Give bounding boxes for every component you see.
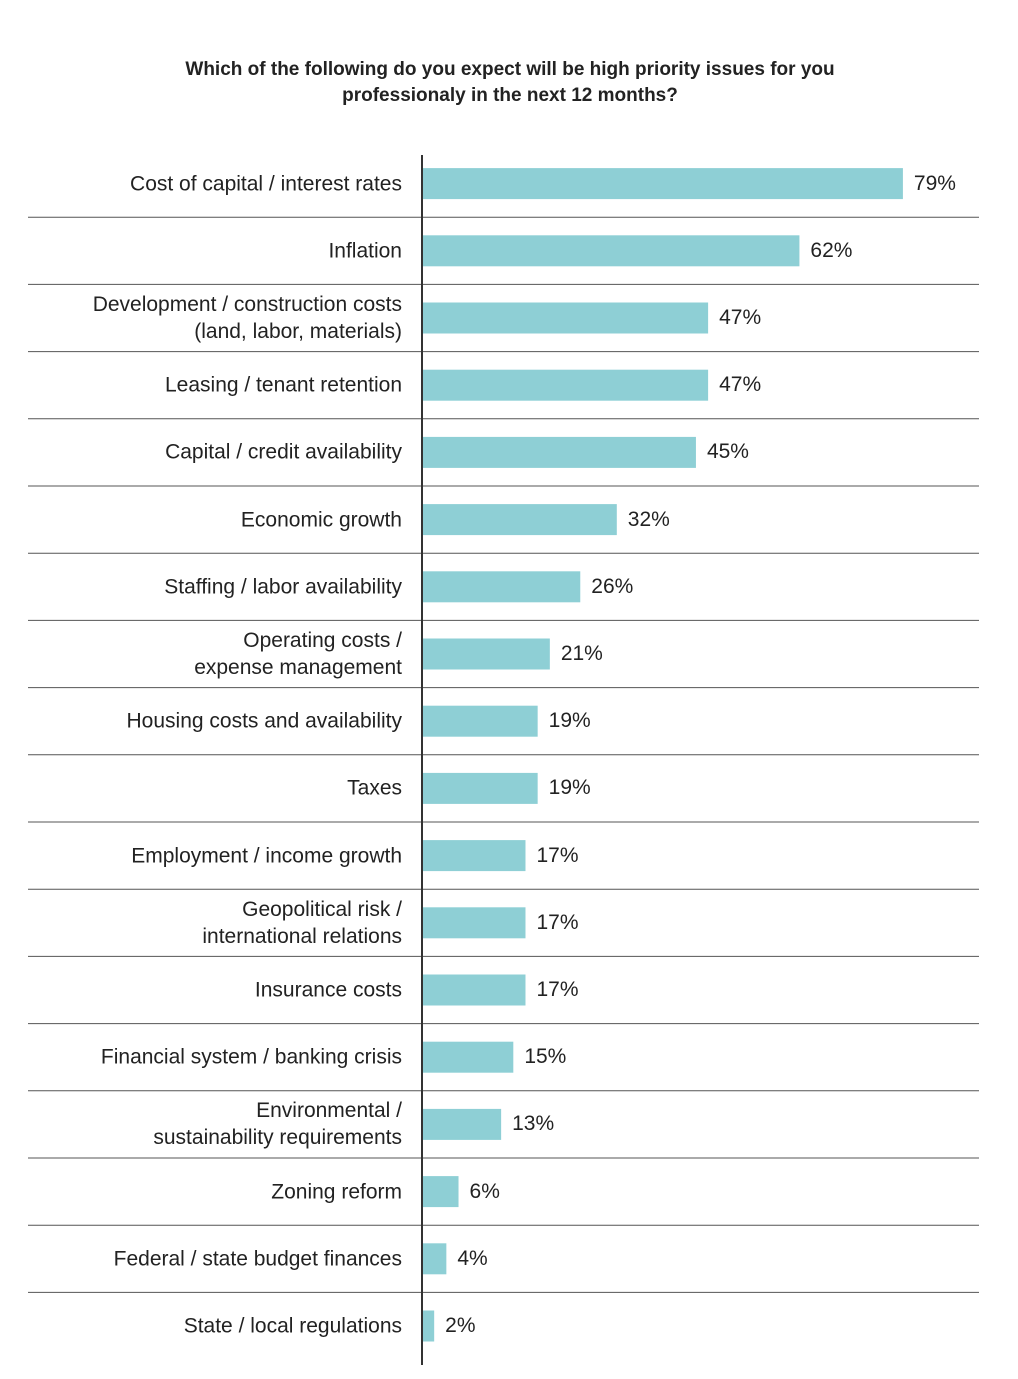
- category-label: Inflation: [328, 239, 402, 263]
- bar: [422, 638, 550, 670]
- bar: [422, 1310, 435, 1342]
- chart-title: Which of the following do you expect wil…: [185, 59, 835, 106]
- category-label: Insurance costs: [254, 978, 402, 1002]
- value-label: 15%: [524, 1045, 567, 1069]
- category-label: Geopolitical risk / international relati…: [202, 897, 402, 948]
- category-label: Staffing / labor availability: [164, 575, 402, 599]
- bar: [422, 168, 903, 200]
- bar: [422, 1108, 502, 1140]
- bar: [422, 1176, 459, 1208]
- bar: [422, 302, 709, 334]
- value-label: 19%: [548, 776, 591, 800]
- value-label: 21%: [560, 642, 603, 665]
- category-label: Taxes: [347, 776, 402, 800]
- value-label: 17%: [536, 910, 579, 934]
- bar: [422, 436, 696, 468]
- bar: [422, 504, 617, 536]
- bar: [422, 772, 538, 804]
- value-label: 6%: [469, 1179, 500, 1203]
- category-label: Federal / state budget finances: [113, 1247, 402, 1271]
- value-label: 47%: [719, 306, 762, 329]
- value-label: 62%: [810, 238, 853, 262]
- bar: [422, 1243, 447, 1275]
- bar: [422, 369, 709, 401]
- category-label: Development / construction costs (land, …: [92, 293, 402, 343]
- bar: [422, 974, 526, 1006]
- value-label: 17%: [536, 843, 579, 867]
- value-label: 32%: [627, 507, 670, 531]
- category-label: Employment / income growth: [131, 844, 402, 868]
- value-label: 2%: [445, 1314, 476, 1337]
- value-label: 26%: [591, 574, 634, 598]
- bar: [422, 571, 581, 603]
- category-label: Zoning reform: [271, 1180, 402, 1204]
- category-label: Environmental / sustainability requireme…: [153, 1099, 402, 1150]
- category-label: State / local regulations: [183, 1314, 402, 1338]
- bar: [422, 840, 526, 872]
- value-label: 17%: [536, 978, 579, 1001]
- bar: [422, 705, 538, 737]
- category-label: Operating costs / expense management: [194, 629, 402, 679]
- value-label: 47%: [719, 373, 762, 397]
- category-label: Housing costs and availability: [126, 709, 402, 733]
- category-label: Leasing / tenant retention: [164, 373, 402, 397]
- category-label: Economic growth: [240, 508, 402, 532]
- value-label: 19%: [548, 709, 591, 733]
- value-label: 13%: [512, 1112, 555, 1136]
- category-label: Capital / credit availability: [165, 440, 402, 464]
- category-label: Cost of capital / interest rates: [130, 172, 402, 196]
- category-label: Financial system / banking crisis: [100, 1045, 402, 1069]
- value-label: 4%: [457, 1246, 488, 1270]
- bar: [422, 1041, 514, 1073]
- value-label: 79%: [913, 171, 956, 195]
- bar: [422, 907, 526, 939]
- bar: [422, 235, 800, 267]
- value-label: 45%: [706, 440, 749, 464]
